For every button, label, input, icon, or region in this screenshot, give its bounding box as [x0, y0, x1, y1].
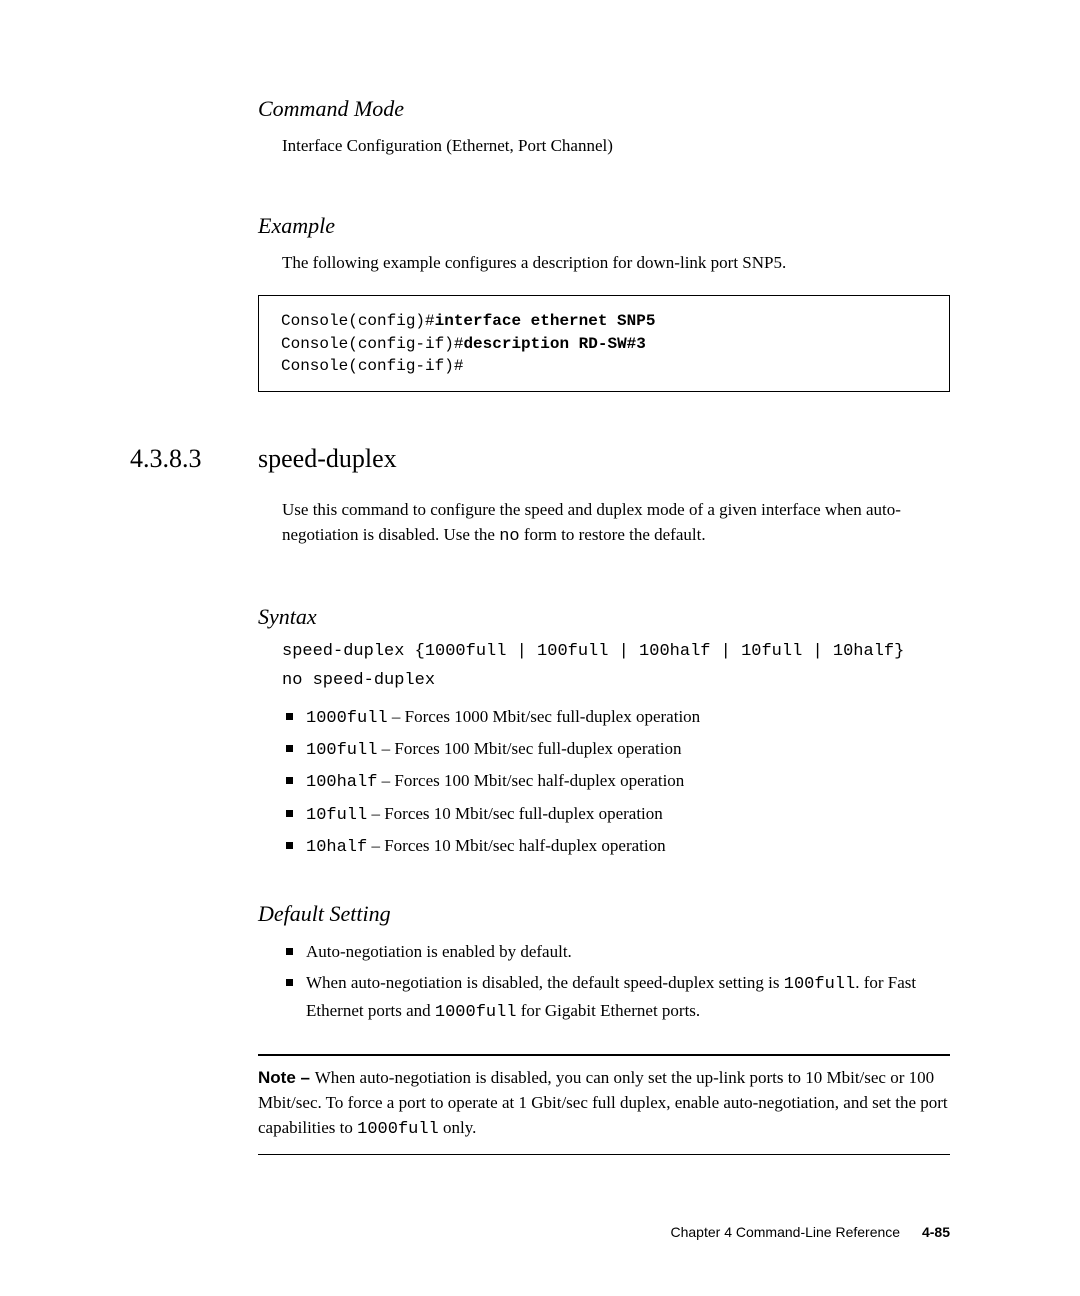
code-line-2-prompt: Console(config-if)# — [281, 335, 463, 353]
footer-page-number: 4-85 — [922, 1224, 950, 1240]
list-item: Auto-negotiation is enabled by default. — [282, 939, 950, 965]
text-speed-duplex-desc: Use this command to configure the speed … — [130, 498, 950, 549]
code-line-2-cmd: description RD-SW#3 — [463, 335, 645, 353]
code-line-3: Console(config-if)# — [281, 355, 927, 377]
heading-command-mode: Command Mode — [130, 96, 950, 122]
list-item: 1000full – Forces 1000 Mbit/sec full-dup… — [282, 704, 950, 732]
opt-code: 10full — [306, 806, 367, 825]
desc-code: no — [499, 527, 519, 546]
code-line-1-cmd: interface ethernet SNP5 — [435, 312, 656, 330]
heading-number: 4.3.8.3 — [130, 444, 258, 474]
heading-syntax: Syntax — [130, 604, 950, 630]
desc-part-b: form to restore the default. — [520, 525, 706, 544]
syntax-options-list: 1000full – Forces 1000 Mbit/sec full-dup… — [130, 704, 950, 862]
footer-chapter: Chapter 4 Command-Line Reference — [671, 1224, 901, 1240]
heading-default-setting: Default Setting — [130, 901, 950, 927]
list-item: 10full – Forces 10 Mbit/sec full-duplex … — [282, 801, 950, 829]
numbered-heading: 4.3.8.3 speed-duplex — [130, 444, 950, 474]
note-code: 1000full — [357, 1120, 439, 1139]
text-example-intro: The following example configures a descr… — [130, 251, 950, 276]
opt-text: – Forces 100 Mbit/sec full-duplex operat… — [377, 739, 681, 758]
opt-text: – Forces 10 Mbit/sec full-duplex operati… — [367, 804, 663, 823]
opt-text: – Forces 10 Mbit/sec half-duplex operati… — [367, 836, 665, 855]
syntax-line-2: no speed-duplex — [130, 671, 950, 690]
opt-code: 100half — [306, 773, 377, 792]
code-example: Console(config)#interface ethernet SNP5 … — [258, 295, 950, 392]
code-line-1-prompt: Console(config)# — [281, 312, 435, 330]
syntax-line-1: speed-duplex {1000full | 100full | 100ha… — [130, 642, 950, 661]
ds-text-c: for Gigabit Ethernet ports. — [517, 1001, 701, 1020]
opt-text: – Forces 100 Mbit/sec half-duplex operat… — [377, 771, 684, 790]
opt-code: 1000full — [306, 709, 388, 728]
opt-code: 100full — [306, 741, 377, 760]
list-item: When auto-negotiation is disabled, the d… — [282, 970, 950, 1027]
ds-text-a: When auto-negotiation is disabled, the d… — [306, 973, 784, 992]
heading-example: Example — [130, 213, 950, 239]
note-label: Note – — [258, 1068, 315, 1087]
list-item: 100full – Forces 100 Mbit/sec full-duple… — [282, 736, 950, 764]
opt-text: – Forces 1000 Mbit/sec full-duplex opera… — [388, 707, 701, 726]
ds-code-1: 100full — [784, 975, 855, 994]
list-item: 10half – Forces 10 Mbit/sec half-duplex … — [282, 833, 950, 861]
page-footer: Chapter 4 Command-Line Reference 4-85 — [671, 1224, 951, 1240]
ds-code-2: 1000full — [435, 1003, 517, 1022]
text-command-mode: Interface Configuration (Ethernet, Port … — [130, 134, 950, 159]
opt-code: 10half — [306, 838, 367, 857]
page: Command Mode Interface Configuration (Et… — [0, 0, 1080, 1296]
note-text-b: only. — [439, 1118, 477, 1137]
note-block: Note – When auto-negotiation is disabled… — [258, 1054, 950, 1155]
list-item: 100half – Forces 100 Mbit/sec half-duple… — [282, 768, 950, 796]
heading-title: speed-duplex — [258, 444, 397, 474]
default-setting-list: Auto-negotiation is enabled by default. … — [130, 939, 950, 1026]
